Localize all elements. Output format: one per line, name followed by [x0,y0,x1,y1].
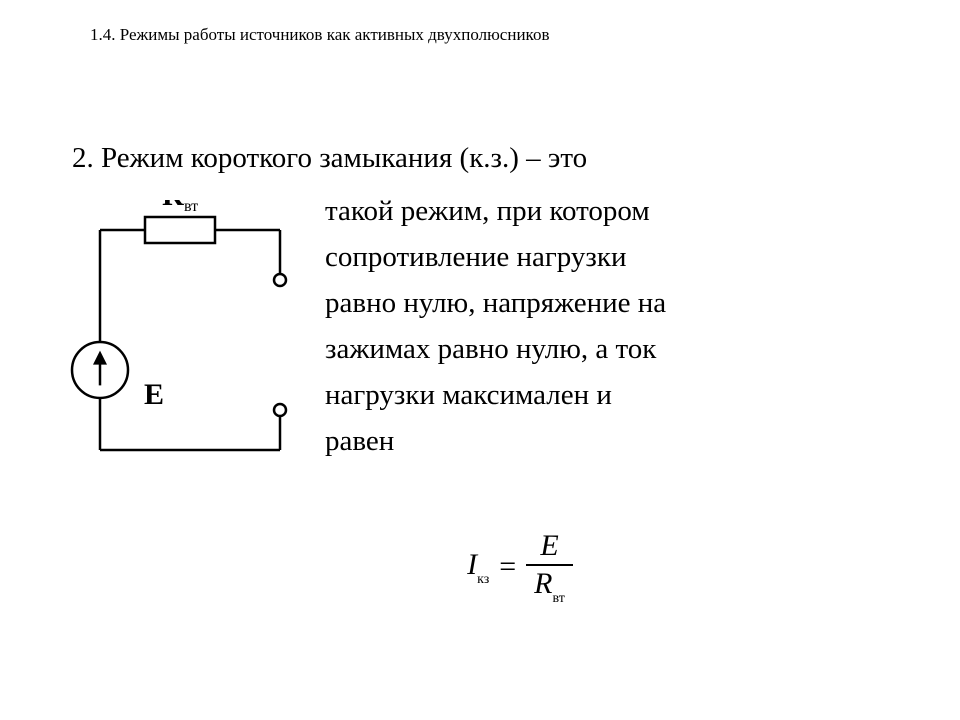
formula-fraction: E Rвт [526,528,573,606]
body-paragraph: такой режим, при котором сопротивление н… [325,188,666,464]
section-header: 1.4. Режимы работы источников как активн… [90,25,549,45]
formula-denom-subscript: вт [553,591,565,606]
body-line: зажимах равно нулю, а ток [325,326,666,372]
formula-lhs: Iкз [467,548,489,586]
formula: Iкз = E Rвт [430,528,610,618]
item-heading: 2. Режим короткого замыкания (к.з.) – эт… [72,142,587,175]
svg-text:E: E [144,378,164,411]
body-line: сопротивление нагрузки [325,234,666,280]
formula-denom-symbol: R [534,567,552,600]
svg-text:R: R [162,200,184,212]
item-heading-text: 2. Режим короткого замыкания (к.з.) – эт… [72,142,587,174]
formula-lhs-symbol: I [467,548,477,581]
formula-equals: = [499,550,516,584]
body-line: равен [325,418,666,464]
formula-numerator: E [526,528,573,566]
formula-denominator: Rвт [526,566,573,606]
svg-text:вт: вт [184,200,198,215]
formula-lhs-subscript: кз [477,572,489,587]
body-line: равно нулю, напряжение на [325,280,666,326]
body-line: нагрузки максимален и [325,372,666,418]
body-line: такой режим, при котором [325,188,666,234]
section-header-text: 1.4. Режимы работы источников как активн… [90,25,549,44]
circuit-diagram: Rвт E [70,200,310,480]
